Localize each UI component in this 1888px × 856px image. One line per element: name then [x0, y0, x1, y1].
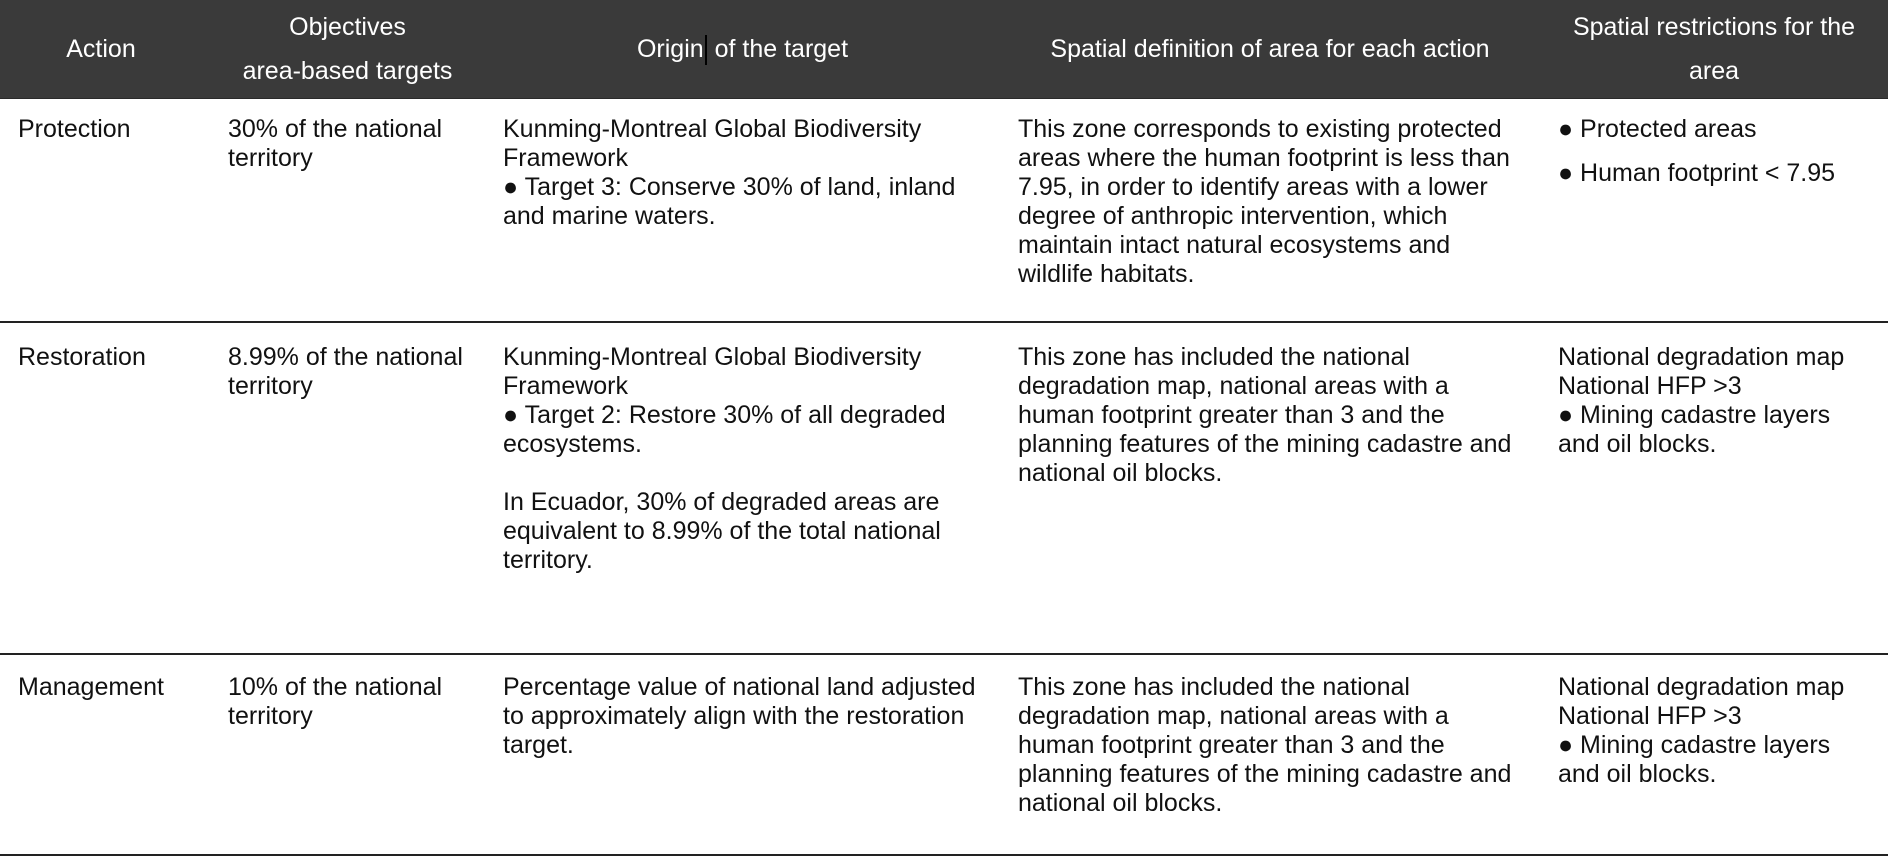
header-action: Action — [0, 0, 210, 99]
origin-line: ● Target 2: Restore 30% of all degraded … — [503, 401, 946, 458]
header-objectives-line2: area-based targets — [242, 57, 453, 85]
header-spatial-restrictions: Spatial restrictions for the area — [1540, 0, 1888, 99]
table-row: Restoration 8.99% of the national territ… — [0, 322, 1888, 655]
restriction-item: National degradation map — [1558, 673, 1845, 701]
origin-line: Kunming-Montreal Global Biodiversity Fra… — [503, 115, 922, 172]
header-origin: Origin of the target — [485, 0, 1000, 99]
cell-action: Protection — [0, 98, 210, 323]
origin-line: In Ecuador, 30% of degraded areas are eq… — [503, 488, 941, 574]
cell-objective: 10% of the national territory — [210, 654, 485, 856]
restriction-item: National HFP >3 — [1558, 372, 1742, 400]
cell-objective: 30% of the national territory — [210, 98, 485, 323]
table-header: Action Objectives area-based targets Ori… — [0, 0, 1888, 99]
origin-line: ● Target 3: Conserve 30% of land, inland… — [503, 173, 956, 230]
text-cursor — [704, 35, 707, 66]
restriction-item: ● Human footprint < 7.95 — [1558, 159, 1836, 187]
restriction-item: National degradation map — [1558, 343, 1845, 371]
restriction-item: ● Mining cadastre layers and oil blocks. — [1558, 401, 1831, 458]
cell-restrictions: National degradation map National HFP >3… — [1540, 322, 1888, 655]
cell-definition: This zone corresponds to existing protec… — [1000, 98, 1540, 323]
cell-definition: This zone has included the national degr… — [1000, 322, 1540, 655]
header-origin-part1: Origin — [636, 35, 704, 63]
origin-line: Percentage value of national land adjust… — [503, 673, 976, 759]
cell-origin: Percentage value of national land adjust… — [485, 654, 1000, 856]
cell-origin: Kunming-Montreal Global Biodiversity Fra… — [485, 322, 1000, 655]
cell-definition: This zone has included the national degr… — [1000, 654, 1540, 856]
restriction-item: ● Protected areas — [1558, 115, 1757, 143]
table-row: Management 10% of the national territory… — [0, 654, 1888, 856]
cell-origin: Kunming-Montreal Global Biodiversity Fra… — [485, 98, 1000, 323]
cell-action: Management — [0, 654, 210, 856]
header-objectives-line1: Objectives — [289, 13, 406, 41]
cell-restrictions: National degradation map National HFP >3… — [1540, 654, 1888, 856]
cell-restrictions: ● Protected areas ● Human footprint < 7.… — [1540, 98, 1888, 323]
restriction-item: National HFP >3 — [1558, 702, 1742, 730]
header-spatial-definition: Spatial definition of area for each acti… — [1000, 0, 1540, 99]
paragraph-gap — [503, 459, 982, 488]
table-row: Protection 30% of the national territory… — [0, 98, 1888, 323]
cell-action: Restoration — [0, 322, 210, 655]
restriction-item: ● Mining cadastre layers and oil blocks. — [1558, 731, 1831, 788]
cell-objective: 8.99% of the national territory — [210, 322, 485, 655]
header-objectives: Objectives area-based targets — [210, 0, 485, 99]
origin-line: Kunming-Montreal Global Biodiversity Fra… — [503, 343, 922, 400]
header-origin-part2: of the target — [707, 35, 849, 63]
